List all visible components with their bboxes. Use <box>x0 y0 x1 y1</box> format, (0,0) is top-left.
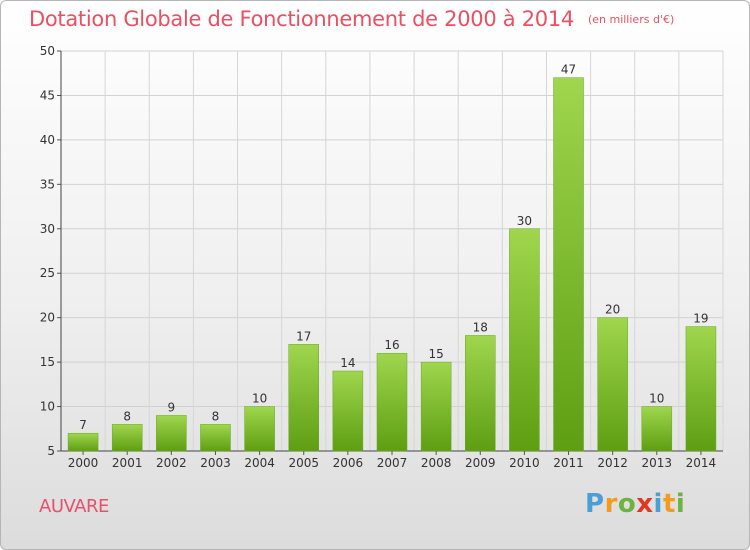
data-label-2014: 19 <box>693 312 708 326</box>
y-tick-label: 25 <box>40 266 55 280</box>
bar-2004 <box>244 406 275 452</box>
data-label-2011: 47 <box>561 63 576 77</box>
logo-letter: P <box>585 489 605 519</box>
x-tick-label-2005: 2005 <box>288 456 319 470</box>
y-tick-label: 15 <box>40 355 55 369</box>
x-tick-label-2006: 2006 <box>333 456 364 470</box>
x-tick-label-2000: 2000 <box>68 456 99 470</box>
data-label-2005: 17 <box>296 329 311 343</box>
bar-2010 <box>509 228 540 452</box>
data-label-2003: 8 <box>212 409 220 423</box>
data-label-2012: 20 <box>605 303 620 317</box>
x-tick-label-2010: 2010 <box>509 456 540 470</box>
y-tick-label: 10 <box>40 400 55 414</box>
bars <box>67 77 717 452</box>
logo-letter: i <box>653 489 663 519</box>
data-label-2009: 18 <box>473 320 488 334</box>
x-tick-label-2011: 2011 <box>553 456 584 470</box>
logo-letter: i <box>675 489 686 519</box>
bar-2009 <box>465 335 496 452</box>
x-tick-label-2013: 2013 <box>642 456 673 470</box>
x-tick-label-2002: 2002 <box>156 456 187 470</box>
data-label-2004: 10 <box>252 392 267 406</box>
bar-2000 <box>67 432 99 452</box>
bar-2013 <box>641 406 673 452</box>
y-tick-label: 45 <box>40 88 55 102</box>
y-tick-label: 30 <box>40 222 55 236</box>
logo-letter: t <box>662 489 676 519</box>
bar-2002 <box>156 415 187 452</box>
bar-2012 <box>597 317 628 452</box>
data-label-2010: 30 <box>517 214 532 228</box>
logo-letter: r <box>604 489 618 519</box>
x-tick-label-2001: 2001 <box>112 456 143 470</box>
y-tick-label: 35 <box>40 177 55 191</box>
x-tick-label-2004: 2004 <box>244 456 275 470</box>
data-label-2013: 10 <box>649 392 664 406</box>
commune-name: AUVARE <box>39 496 109 517</box>
chart-title-row: Dotation Globale de Fonctionnement de 20… <box>29 7 674 31</box>
y-tick-label: 20 <box>40 311 55 325</box>
x-tick-labels: 2000 2001 2002 2003 2004 2005 2006 2007 2008 2009… <box>68 456 716 470</box>
proxiti-logo[interactable]: Proxiti <box>585 489 685 519</box>
bar-2006 <box>332 370 364 452</box>
bar-2001 <box>111 424 143 452</box>
logo-letter: o <box>617 489 637 519</box>
data-label-2001: 8 <box>123 409 131 423</box>
y-tick-label: 40 <box>40 133 55 147</box>
bar-2005 <box>288 344 319 452</box>
bar-2011 <box>553 77 584 452</box>
data-labels: 7 8 9 8 10 17 14 16 15 18 30 47 20 10 19 <box>79 63 708 433</box>
data-label-2006: 14 <box>340 356 355 370</box>
data-label-2008: 15 <box>428 347 443 361</box>
bar-2008 <box>420 361 452 452</box>
x-tick-label-2014: 2014 <box>686 456 717 470</box>
x-tick-label-2009: 2009 <box>465 456 496 470</box>
x-tick-label-2003: 2003 <box>200 456 231 470</box>
y-tick-labels: 5 10 15 20 25 30 35 40 45 50 <box>40 44 55 458</box>
bar-2003 <box>200 424 231 452</box>
data-label-2002: 9 <box>168 400 176 414</box>
y-tick-label: 50 <box>40 44 55 58</box>
logo-letter: x <box>636 489 654 519</box>
chart-unit: (en milliers d'€) <box>587 13 675 26</box>
x-tick-label-2008: 2008 <box>421 456 452 470</box>
x-tick-label-2007: 2007 <box>377 456 408 470</box>
x-tick-label-2012: 2012 <box>597 456 628 470</box>
y-tick-label: 5 <box>47 444 55 458</box>
bar-2014 <box>685 326 717 452</box>
data-label-2000: 7 <box>79 418 87 432</box>
data-label-2007: 16 <box>384 338 399 352</box>
bar-2007 <box>376 352 408 452</box>
chart-title: Dotation Globale de Fonctionnement de 20… <box>29 7 574 31</box>
